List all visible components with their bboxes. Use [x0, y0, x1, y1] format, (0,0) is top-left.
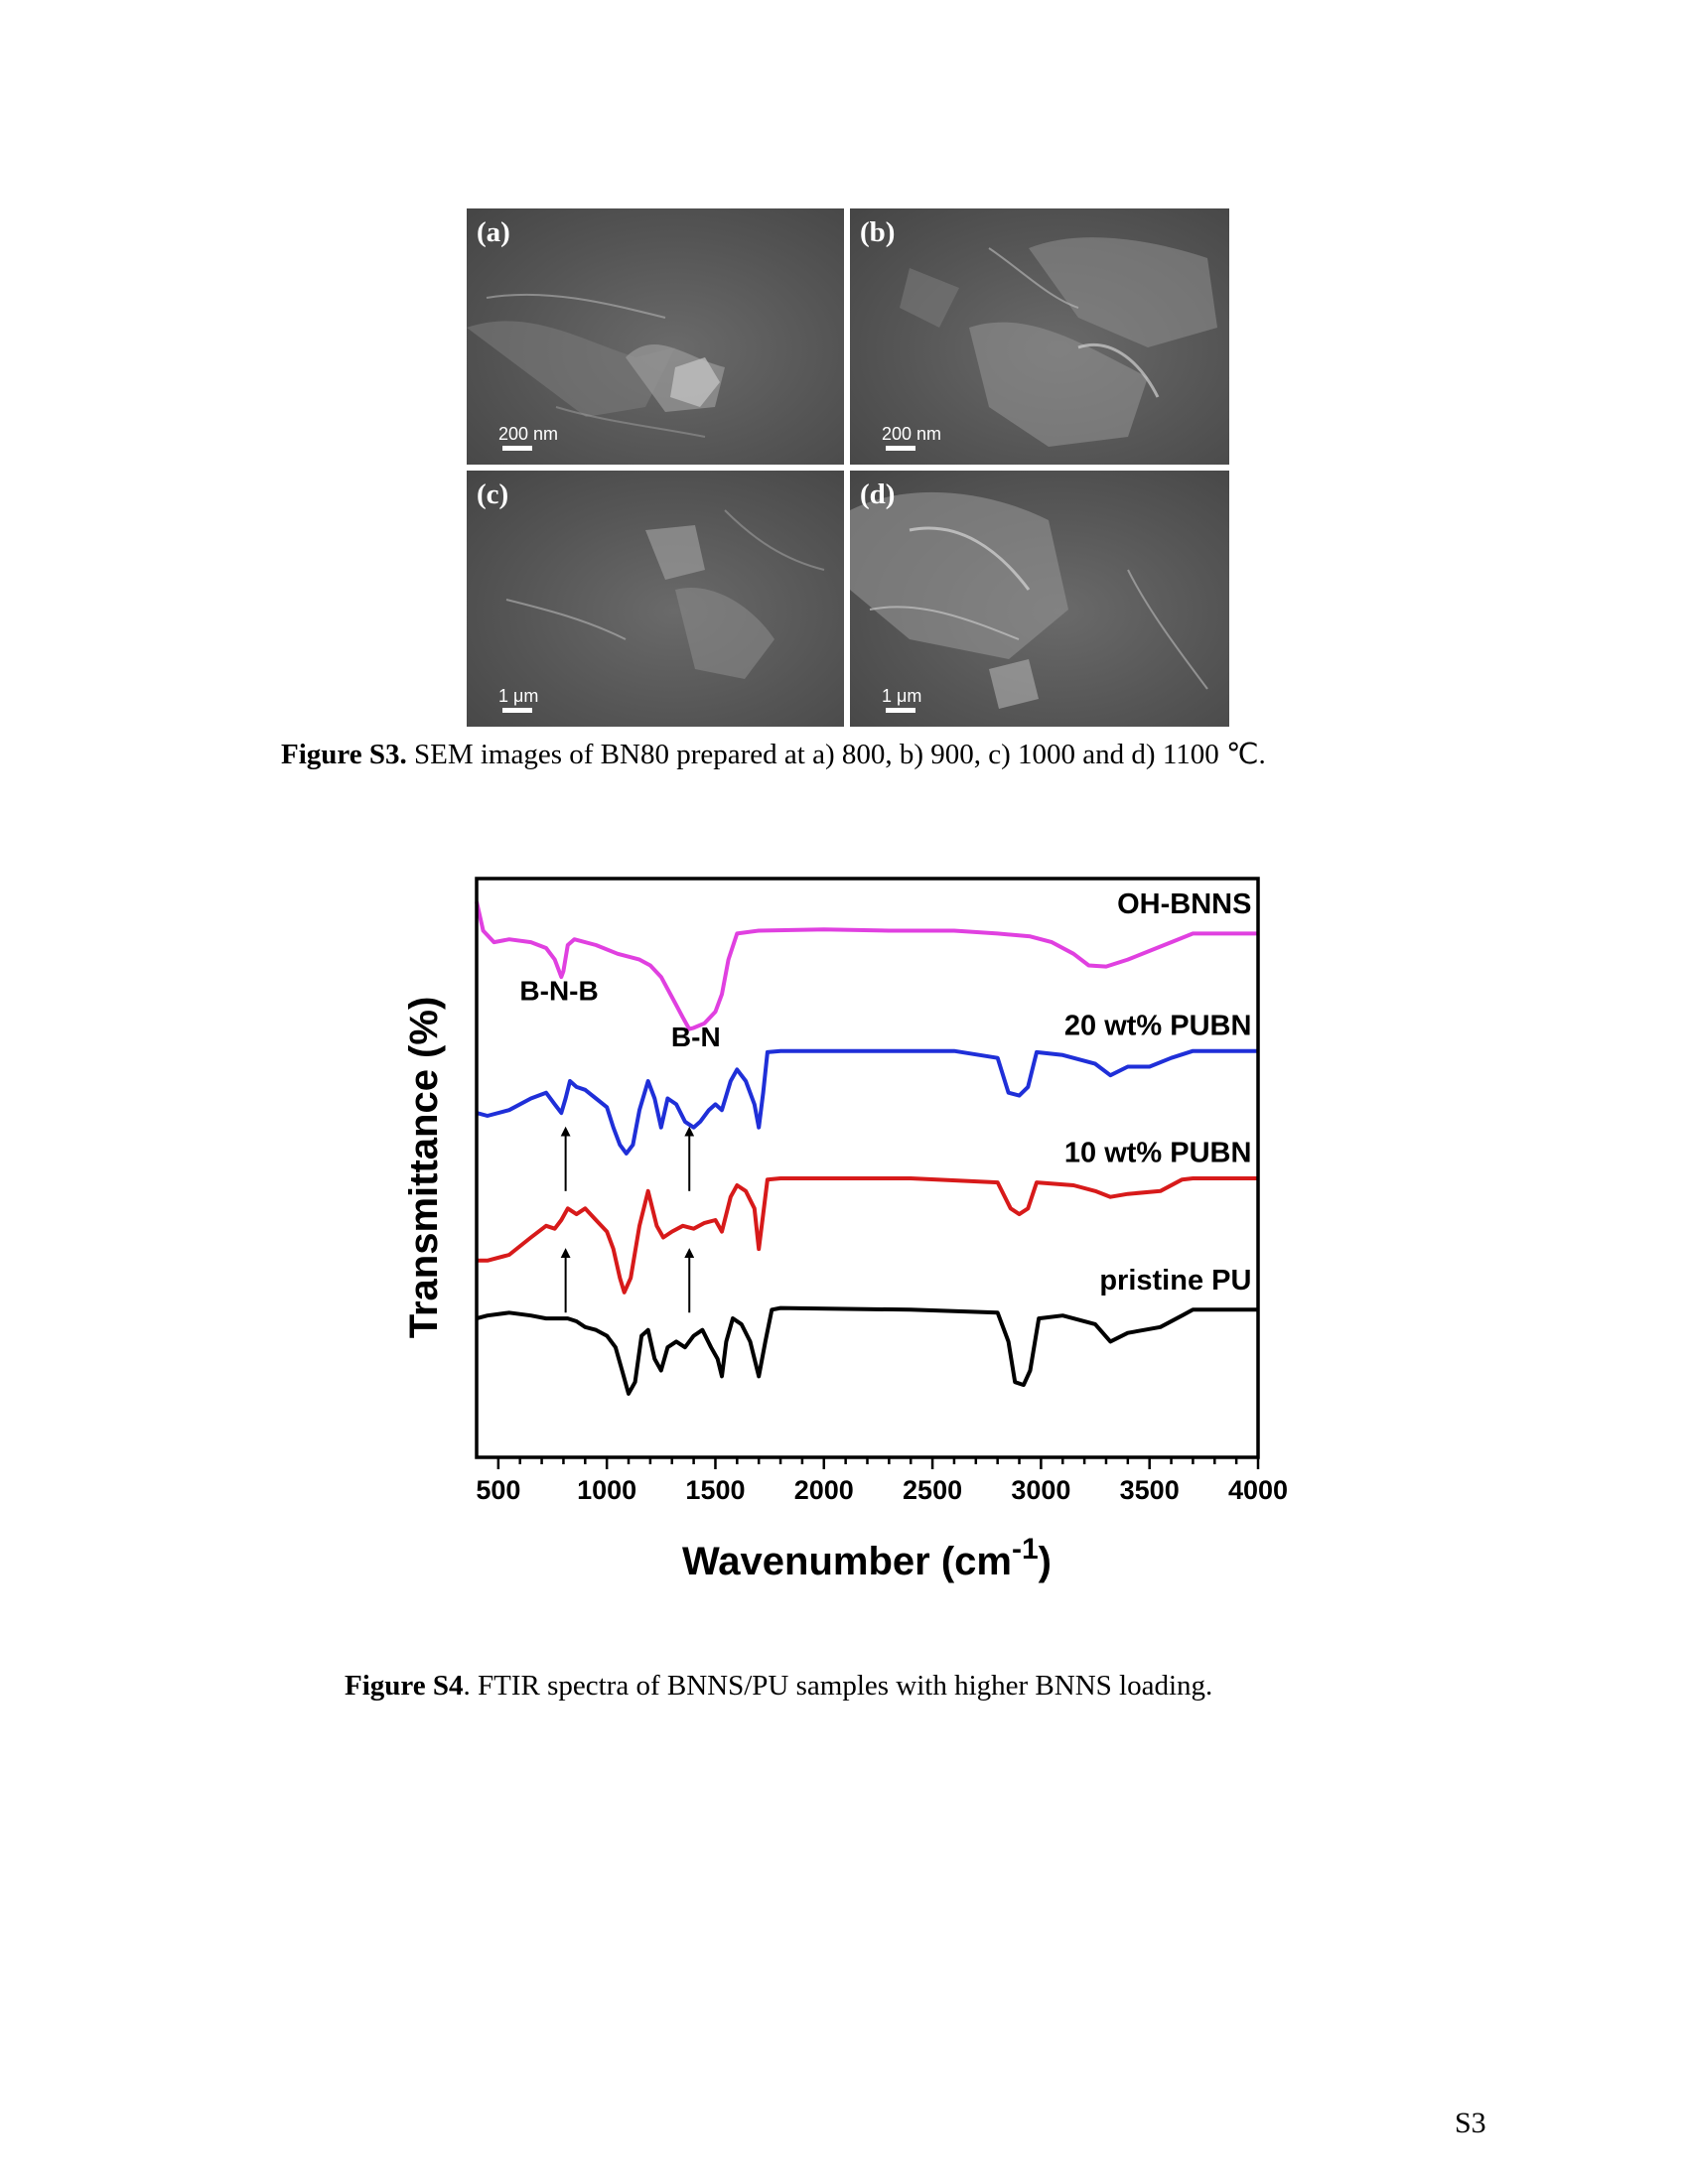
scale-bar [886, 446, 915, 451]
figure-s3-caption-text: SEM images of BN80 prepared at a) 800, b… [406, 739, 1266, 770]
sem-texture [850, 491, 1208, 709]
sem-texture [505, 509, 825, 679]
panel-label: (a) [477, 216, 510, 248]
page-number: S3 [1455, 2107, 1486, 2139]
figure-s3-caption: Figure S3. SEM images of BN80 prepared a… [281, 737, 1266, 771]
sem-panel-a: (a) 200 nm [467, 208, 844, 465]
scale-bar-label: 200 nm [498, 424, 559, 444]
peak-annotation-1: B-N [671, 1022, 721, 1052]
x-tick-label: 3500 [1120, 1475, 1180, 1505]
x-tick-label: 4000 [1228, 1475, 1288, 1505]
x-axis-label: Wavenumber (cm-1) [682, 1533, 1052, 1583]
x-tick-label: 1500 [685, 1475, 745, 1505]
sem-image-grid: (a) 200 nm (b) 200 nm (c) 1 μm [467, 208, 1229, 727]
y-axis-label: Transmittance (%) [402, 997, 446, 1339]
series-line-0 [475, 900, 1258, 1031]
ftir-chart: B-N-B B-N OH-BNNS 20 wt% PUBN 10 wt% PUBN pri… [402, 877, 1288, 1583]
x-axis-ticks: 500 1000 1500 2000 2500 3000 3500 4000 [476, 1457, 1288, 1505]
sem-texture [467, 293, 725, 438]
figure-s4-caption: Figure S4. FTIR spectra of BNNS/PU sampl… [345, 1670, 1212, 1703]
series-line-3 [476, 1305, 1258, 1396]
figure-s3-caption-label: Figure S3. [281, 739, 407, 770]
sem-panel-c: (c) 1 μm [467, 471, 844, 727]
x-tick-label: 2500 [903, 1475, 962, 1505]
scale-bar [502, 446, 532, 451]
series-label-2: 10 wt% PUBN [1064, 1138, 1252, 1169]
x-tick-label: 3000 [1011, 1475, 1070, 1505]
scale-bar-label: 200 nm [882, 424, 942, 444]
x-tick-label: 500 [476, 1475, 520, 1505]
series-line-1 [476, 1048, 1258, 1156]
sem-panel-b: (b) 200 nm [850, 208, 1229, 465]
panel-label: (d) [860, 478, 896, 510]
figure-s4-caption-label: Figure S4 [345, 1670, 464, 1702]
scale-bar [502, 708, 532, 713]
x-tick-label: 1000 [577, 1475, 636, 1505]
panel-label: (b) [860, 216, 896, 248]
annotation-layer: B-N-B B-N OH-BNNS 20 wt% PUBN 10 wt% PUBN pri… [519, 888, 1252, 1313]
peak-annotation-0: B-N-B [519, 975, 598, 1006]
sem-texture [900, 237, 1217, 447]
series-label-3: pristine PU [1099, 1265, 1251, 1297]
series-label-1: 20 wt% PUBN [1064, 1010, 1252, 1041]
series-label-0: OH-BNNS [1117, 888, 1251, 920]
x-tick-label: 2000 [794, 1475, 854, 1505]
series-line-2 [477, 1176, 1258, 1295]
series-layer [475, 900, 1258, 1396]
scale-bar-label: 1 μm [498, 686, 539, 706]
scale-bar [886, 708, 915, 713]
figure-s4-caption-text: . FTIR spectra of BNNS/PU samples with h… [463, 1670, 1213, 1702]
scale-bar-label: 1 μm [882, 686, 922, 706]
sem-panel-d: (d) 1 μm [850, 471, 1229, 727]
panel-label: (c) [477, 478, 509, 510]
